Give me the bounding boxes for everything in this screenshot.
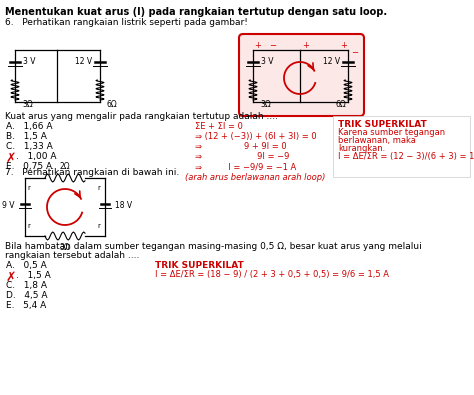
Text: 3 V: 3 V [23,56,36,66]
Text: 3 V: 3 V [261,56,273,66]
Text: −: − [351,48,358,57]
Text: rangkaian tersebut adalah ....: rangkaian tersebut adalah .... [5,251,139,260]
Text: C.   1,8 A: C. 1,8 A [6,281,47,290]
Text: r: r [27,185,30,191]
Text: C.   1,33 A: C. 1,33 A [6,142,53,151]
Text: D.   4,5 A: D. 4,5 A [6,291,47,300]
Text: Menentukan kuat arus (I) pada rangkaian tertutup dengan satu loop.: Menentukan kuat arus (I) pada rangkaian … [5,7,387,17]
Text: 3Ω: 3Ω [22,100,33,109]
Text: (arah arus berlawanan arah loop): (arah arus berlawanan arah loop) [185,173,325,182]
Text: 3Ω: 3Ω [60,243,70,252]
Text: 2Ω: 2Ω [60,162,70,171]
Text: 6Ω: 6Ω [107,100,118,109]
Text: Karena sumber tegangan: Karena sumber tegangan [338,128,445,137]
Text: 6.   Perhatikan rangkaian listrik seperti pada gambar!: 6. Perhatikan rangkaian listrik seperti … [5,18,248,27]
Text: B.   1,5 A: B. 1,5 A [6,132,47,141]
Text: ✗: ✗ [6,271,17,284]
Text: Kuat arus yang mengalir pada rangkaian tertutup adalah ....: Kuat arus yang mengalir pada rangkaian t… [5,112,278,121]
Text: A.   0,5 A: A. 0,5 A [6,261,47,270]
Text: +: + [340,41,347,50]
Text: ⇒ (12 + (−3)) + (6I + 3I) = 0: ⇒ (12 + (−3)) + (6I + 3I) = 0 [195,132,317,141]
Text: I = ΔE/ΣR = (12 − 3)/(6 + 3) = 1 A: I = ΔE/ΣR = (12 − 3)/(6 + 3) = 1 A [338,152,474,161]
Text: .   1,5 A: . 1,5 A [16,271,51,280]
Text: A.   1,66 A: A. 1,66 A [6,122,53,131]
Text: +: + [254,41,261,50]
Text: Bila hambatan dalam sumber tegangan masing-masing 0,5 Ω, besar kuat arus yang me: Bila hambatan dalam sumber tegangan masi… [5,242,422,251]
Text: ΣE + ΣI = 0: ΣE + ΣI = 0 [195,122,243,131]
Text: ⇒          I = −9/9 = −1 A: ⇒ I = −9/9 = −1 A [195,162,296,171]
Text: r: r [97,223,100,229]
Text: 3Ω: 3Ω [260,100,271,109]
Text: +: + [302,41,309,50]
Text: 7.   Perhatikan rangkaian di bawah ini.: 7. Perhatikan rangkaian di bawah ini. [5,168,179,177]
Text: r: r [27,223,30,229]
FancyBboxPatch shape [239,34,364,116]
Text: r: r [97,185,100,191]
Text: TRIK SUPERKILAT: TRIK SUPERKILAT [338,120,427,129]
Text: ⇒                9 + 9I = 0: ⇒ 9 + 9I = 0 [195,142,287,151]
Text: 12 V: 12 V [323,56,340,66]
Text: .   1,00 A: . 1,00 A [16,152,56,161]
Text: TRIK SUPERKILAT: TRIK SUPERKILAT [155,261,244,270]
Text: E.   0,75 A: E. 0,75 A [6,162,52,171]
Text: kurangkan.: kurangkan. [338,144,385,153]
Text: I = ΔE/ΣR = (18 − 9) / (2 + 3 + 0,5 + 0,5) = 9/6 = 1,5 A: I = ΔE/ΣR = (18 − 9) / (2 + 3 + 0,5 + 0,… [155,270,389,279]
Text: ✗: ✗ [6,152,17,165]
Text: berlawanan, maka: berlawanan, maka [338,136,416,145]
Text: ⇒                     9I = −9: ⇒ 9I = −9 [195,152,289,161]
Text: 9 V: 9 V [2,201,15,211]
Text: 6Ω: 6Ω [336,100,347,109]
FancyBboxPatch shape [333,116,470,177]
Text: 18 V: 18 V [115,201,132,211]
Text: 12 V: 12 V [75,56,92,66]
Text: −: − [269,41,276,50]
Text: E.   5,4 A: E. 5,4 A [6,301,46,310]
